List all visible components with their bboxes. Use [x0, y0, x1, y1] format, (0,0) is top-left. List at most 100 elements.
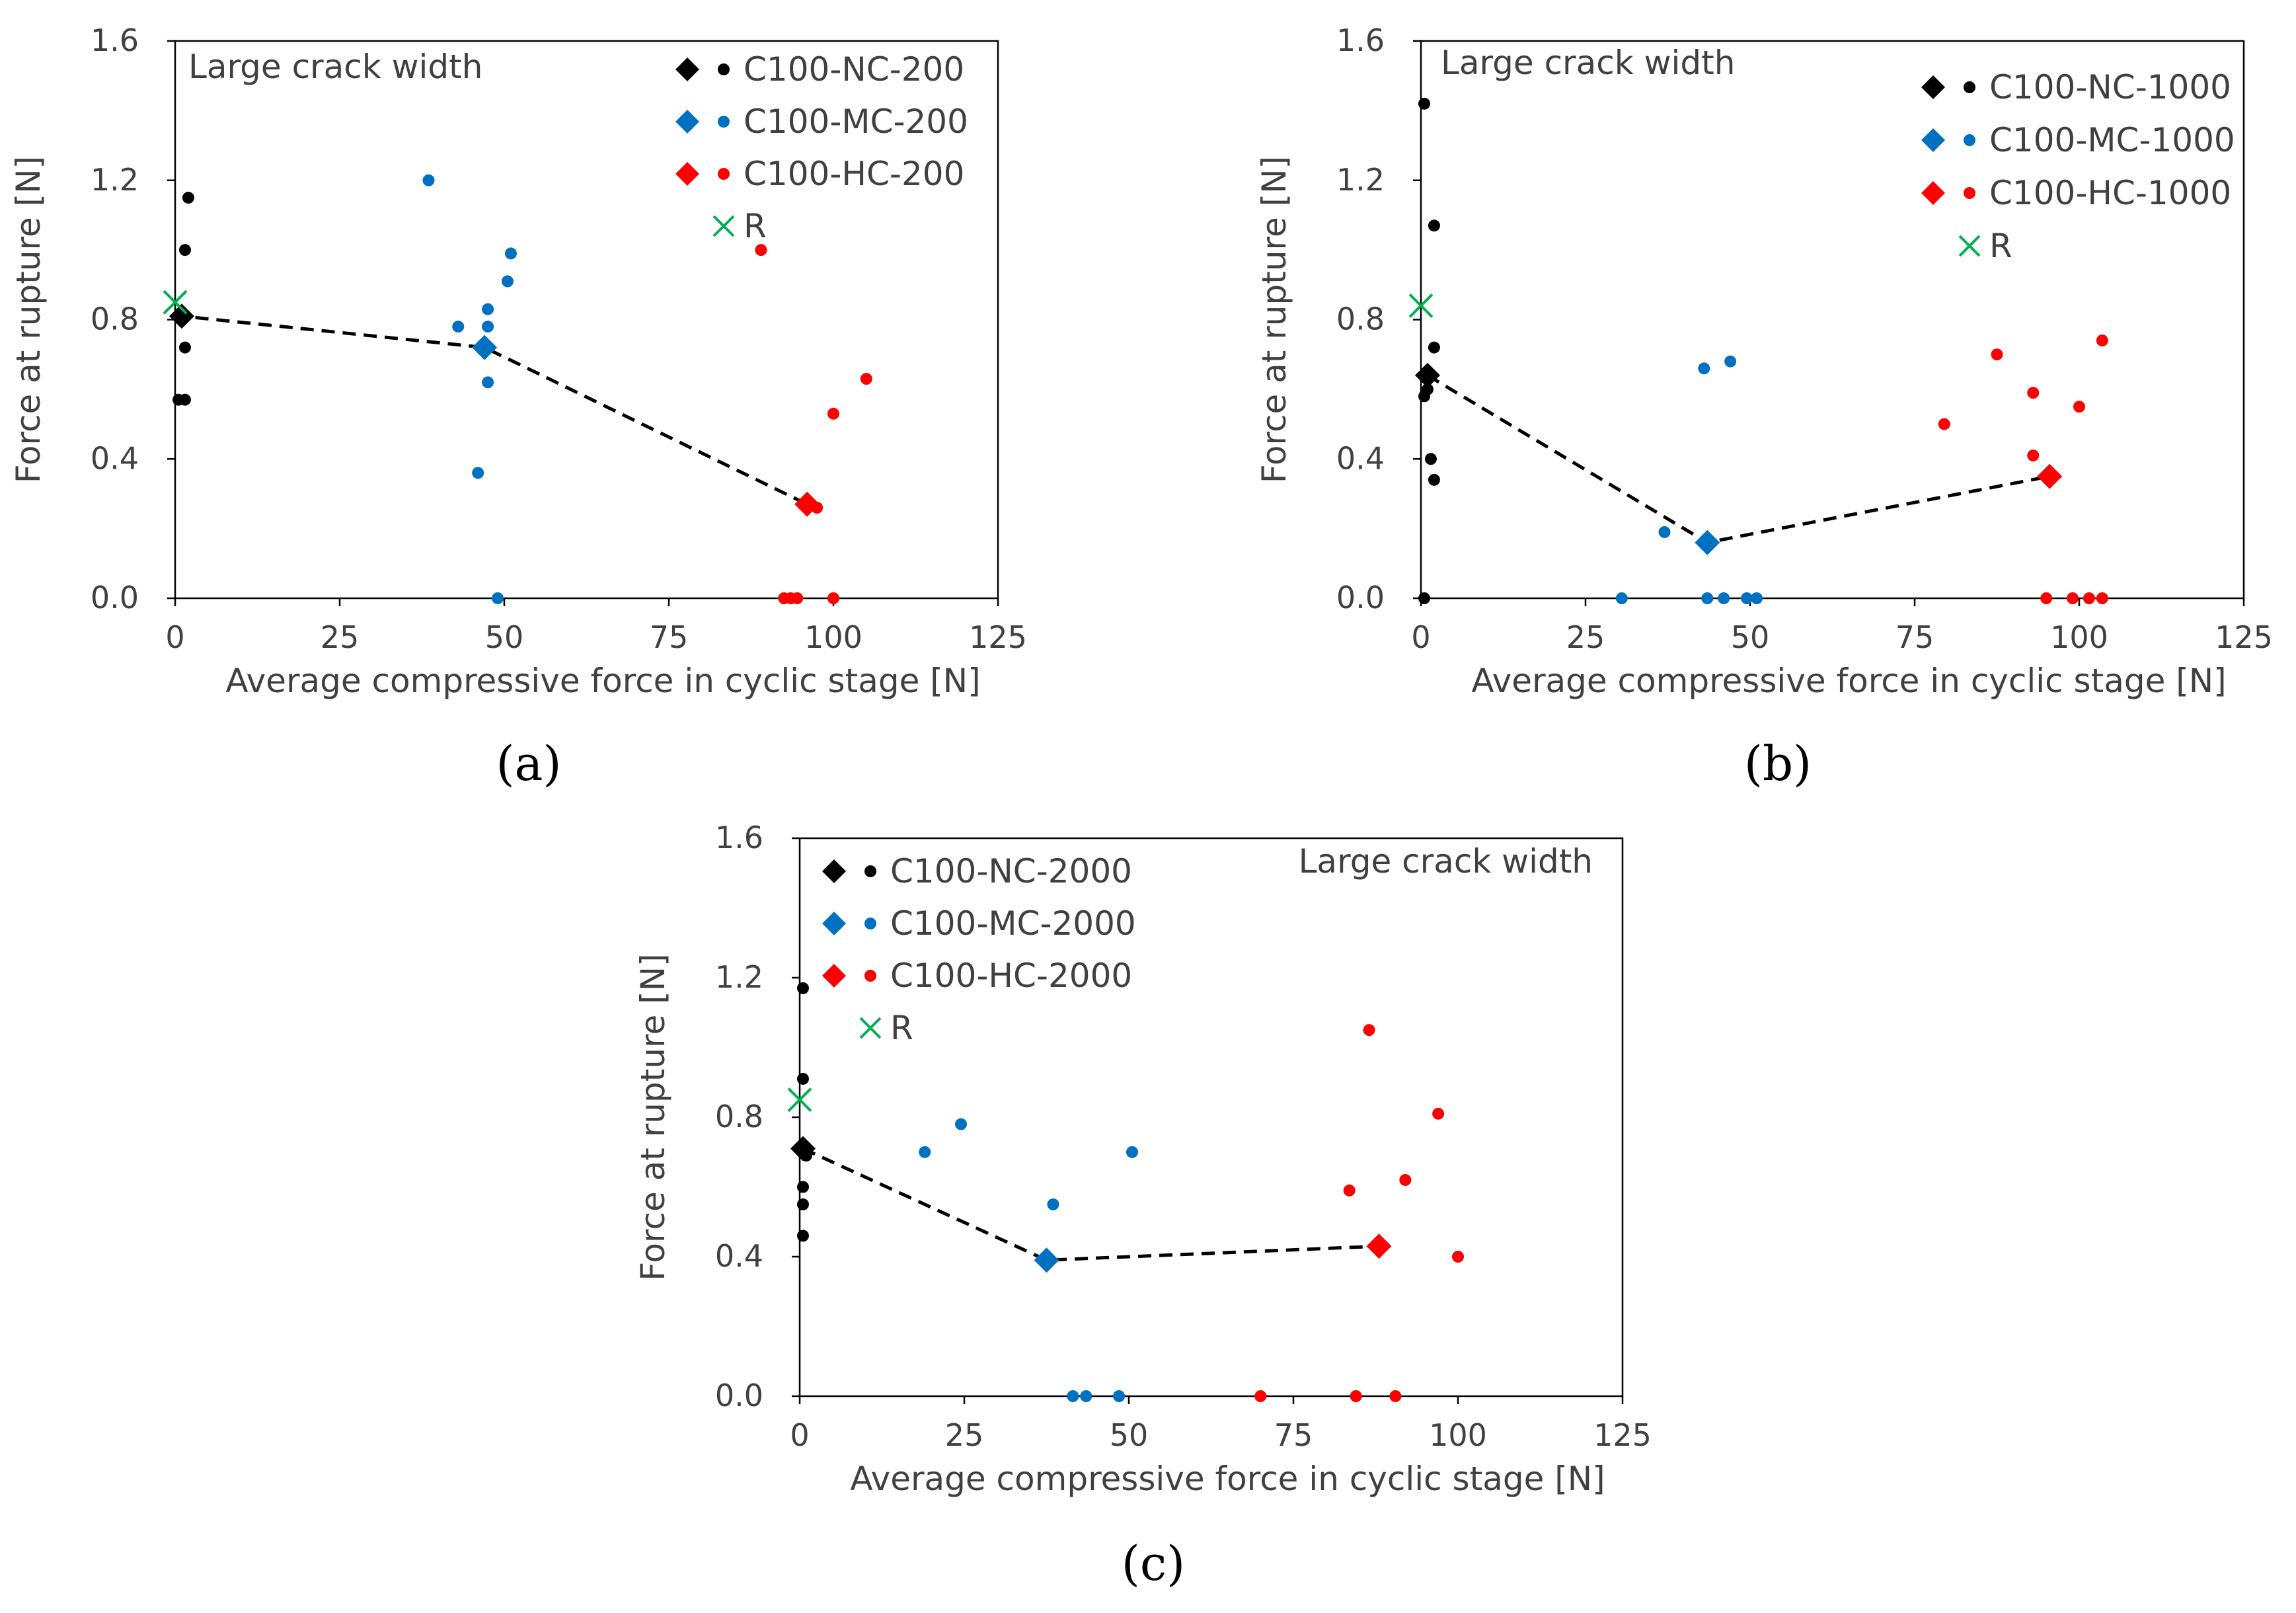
- y-tick-label: 0.8: [91, 301, 139, 337]
- y-tick-label: 0.0: [1336, 580, 1385, 615]
- y-tick-label: 1.2: [1336, 162, 1385, 198]
- crack-width-annotation: Large crack width: [188, 48, 482, 86]
- data-point-nc: [1428, 473, 1440, 486]
- data-point-hc: [2027, 449, 2040, 461]
- y-tick-label: 0.0: [91, 580, 139, 615]
- legend-dot-icon: [1964, 187, 1975, 199]
- data-point-mc: [1615, 592, 1628, 604]
- data-point-mc: [1080, 1390, 1092, 1402]
- data-point-mc: [1067, 1390, 1079, 1402]
- data-point-mc: [504, 247, 517, 260]
- legend-dot-icon: [864, 865, 876, 877]
- y-axis-title: Force at rupture [N]: [9, 156, 48, 483]
- y-axis-title: Force at rupture [N]: [634, 953, 672, 1280]
- data-point-hc: [1389, 1390, 1402, 1402]
- data-point-mc: [422, 174, 435, 186]
- x-tick-label: 25: [1566, 619, 1605, 655]
- legend-label: C100-MC-2000: [890, 904, 1136, 943]
- reference-r-marker: [787, 1087, 812, 1113]
- x-tick-label: 125: [969, 619, 1027, 655]
- legend: C100-NC-2000 C100-MC-2000 C100-HC-2000 R: [822, 852, 1136, 1047]
- legend-dot-icon: [718, 168, 730, 180]
- data-point-mc: [1718, 592, 1730, 604]
- reference-r-marker: [163, 290, 188, 315]
- panel-label: (a): [496, 736, 561, 791]
- legend-label: C100-HC-1000: [1989, 174, 2231, 212]
- reference-r-marker: [1408, 294, 1434, 318]
- legend-diamond-icon: [822, 859, 846, 883]
- y-tick-label: 0.0: [715, 1378, 763, 1413]
- legend-label: R: [1989, 227, 2012, 265]
- data-point-mc: [919, 1146, 931, 1158]
- x-tick-label: 50: [1731, 619, 1770, 655]
- x-tick-label: 125: [1593, 1417, 1652, 1453]
- x-tick-label: 100: [804, 619, 862, 655]
- mean-marker-mc: [1695, 530, 1720, 555]
- data-point-nc: [796, 1198, 809, 1210]
- data-point-mc: [1126, 1146, 1138, 1158]
- data-point-nc: [796, 982, 809, 994]
- data-point-nc: [796, 1072, 809, 1085]
- x-tick-label: 100: [2050, 619, 2108, 655]
- data-point-hc: [755, 244, 767, 256]
- legend-dot-icon: [718, 116, 730, 128]
- data-point-mc: [482, 321, 494, 333]
- legend-diamond-icon: [822, 912, 846, 935]
- y-tick-label: 1.6: [91, 22, 139, 58]
- data-point-nc: [178, 341, 191, 354]
- data-point-hc: [2040, 592, 2053, 604]
- data-point-hc: [1399, 1173, 1412, 1186]
- legend-diamond-icon: [1921, 128, 1945, 152]
- x-tick-label: 75: [1895, 619, 1934, 655]
- legend-label: R: [744, 207, 767, 245]
- legend-diamond-icon: [675, 58, 699, 81]
- legend-label: C100-NC-1000: [1989, 68, 2231, 106]
- legend-dot-icon: [1964, 81, 1975, 93]
- x-tick-label: 0: [1411, 619, 1430, 655]
- legend-label: C100-NC-200: [744, 50, 964, 89]
- y-tick-label: 1.2: [715, 959, 763, 995]
- data-point-mc: [1724, 355, 1737, 368]
- data-point-nc: [1428, 341, 1440, 354]
- data-point-hc: [827, 592, 839, 604]
- data-point-hc: [1432, 1107, 1445, 1120]
- legend-diamond-icon: [675, 162, 699, 186]
- mean-marker-hc: [1366, 1234, 1392, 1259]
- data-point-mc: [1698, 362, 1710, 375]
- data-point-nc: [178, 244, 191, 256]
- legend-diamond-icon: [822, 964, 846, 988]
- data-point-mc: [482, 376, 494, 389]
- mean-marker-hc: [794, 491, 820, 517]
- data-point-hc: [860, 373, 872, 385]
- legend: C100-NC-200 C100-MC-200 C100-HC-200 R: [675, 50, 968, 245]
- mean-marker-nc: [790, 1136, 816, 1161]
- x-axis-title: Average compressive force in cyclic stag…: [1471, 662, 2226, 700]
- legend-dot-icon: [864, 918, 876, 929]
- legend-diamond-icon: [1921, 75, 1945, 99]
- data-point-hc: [827, 407, 839, 420]
- y-axis-title: Force at rupture [N]: [1255, 156, 1293, 483]
- data-point-hc: [1363, 1024, 1375, 1037]
- mean-marker-hc: [2037, 463, 2063, 489]
- data-point-mc: [472, 467, 484, 479]
- data-point-mc: [482, 303, 494, 315]
- data-point-nc: [178, 393, 191, 406]
- data-point-hc: [2096, 592, 2108, 604]
- x-axis-title: Average compressive force in cyclic stag…: [225, 662, 980, 700]
- legend-diamond-icon: [1921, 181, 1945, 205]
- mean-marker-nc: [1414, 362, 1440, 388]
- chart-panel-0: 0.0 0.4 0.8 1.2 1.6 0 25 50 75 100 125 Average comp…: [9, 22, 1027, 700]
- x-tick-label: 100: [1429, 1417, 1487, 1453]
- data-point-hc: [2027, 387, 2040, 399]
- mean-marker-mc: [472, 334, 498, 360]
- data-point-nc: [1418, 97, 1430, 110]
- chart-panel-2: 0.0 0.4 0.8 1.2 1.6 0 25 50 75 100 125 Average comp…: [634, 820, 1652, 1498]
- y-tick-label: 0.4: [715, 1238, 763, 1274]
- legend: C100-NC-1000 C100-MC-1000 C100-HC-1000 R: [1921, 68, 2235, 265]
- legend-dot-icon: [1964, 134, 1975, 146]
- legend-cross-icon: [1958, 235, 1981, 257]
- data-point-hc: [1254, 1390, 1267, 1402]
- data-point-hc: [2067, 592, 2079, 604]
- legend-label: R: [890, 1009, 913, 1047]
- y-tick-label: 0.8: [715, 1099, 763, 1134]
